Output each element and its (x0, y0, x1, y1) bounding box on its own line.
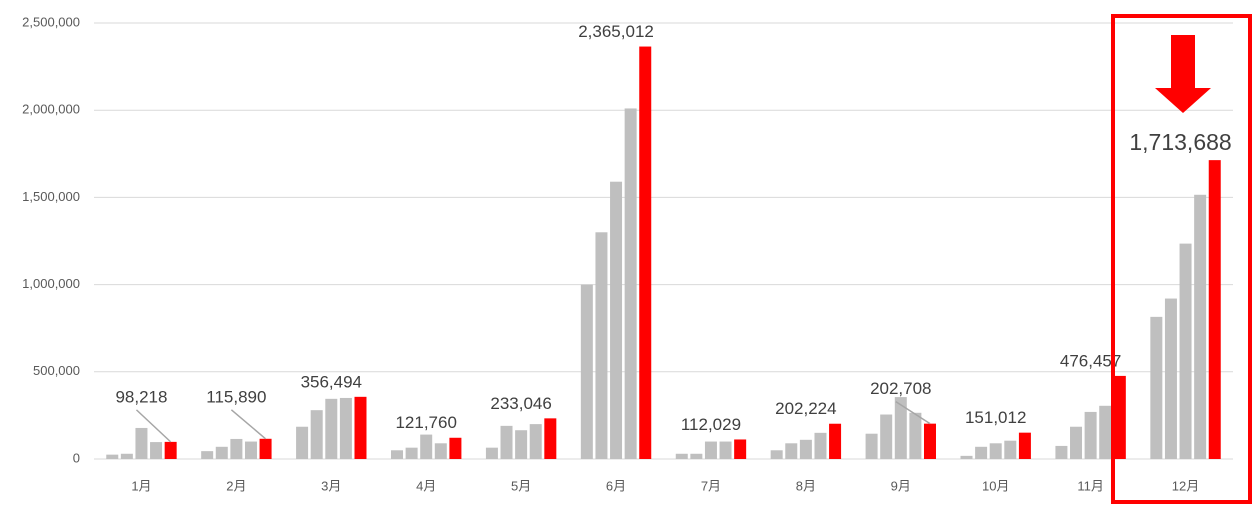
x-tick-label: 4月 (416, 478, 436, 493)
bar (1004, 440, 1017, 459)
bar (624, 108, 637, 460)
bar (1179, 243, 1192, 459)
bar (230, 438, 243, 459)
y-tick-label: 2,500,000 (22, 14, 80, 29)
data-label: 356,494 (301, 372, 362, 391)
bar (1018, 432, 1031, 459)
bar (894, 397, 907, 459)
bar (515, 430, 528, 459)
bar (1084, 411, 1097, 459)
data-label: 98,218 (115, 387, 167, 406)
data-label: 202,708 (870, 379, 931, 398)
bar (610, 181, 623, 460)
bar (770, 450, 783, 459)
x-tick-label: 11月 (1077, 478, 1104, 493)
bar (150, 442, 163, 459)
y-tick-label: 500,000 (33, 363, 80, 378)
x-tick-label: 6月 (606, 478, 626, 493)
bar (201, 451, 214, 459)
bar (580, 284, 593, 459)
bar (500, 425, 513, 459)
bar (639, 46, 652, 460)
bar (675, 453, 688, 459)
x-tick-label: 9月 (891, 478, 911, 493)
y-tick-label: 1,500,000 (22, 189, 80, 204)
arrow-head (1155, 88, 1211, 113)
bar (1099, 405, 1112, 459)
bar (1150, 316, 1163, 459)
arrow-shaft (1171, 35, 1195, 89)
x-tick-label: 1月 (131, 478, 151, 493)
bar (296, 426, 309, 459)
bar (923, 423, 936, 459)
leader-line (135, 409, 172, 443)
data-label: 1,713,688 (1129, 129, 1231, 155)
bar (354, 396, 367, 459)
bar (595, 232, 608, 459)
bar (259, 438, 272, 459)
bar (975, 446, 988, 459)
data-label: 2,365,012 (578, 22, 654, 41)
bar (434, 443, 447, 459)
bar (391, 450, 404, 459)
bar (909, 412, 922, 459)
data-label: 202,224 (775, 399, 836, 418)
bar (405, 447, 418, 459)
bar (339, 397, 352, 459)
bar (449, 437, 462, 459)
bar (485, 447, 498, 459)
bar (704, 441, 717, 459)
data-label: 112,029 (681, 415, 741, 434)
y-tick-label: 2,000,000 (22, 102, 80, 117)
bar (1070, 426, 1083, 459)
bar (544, 418, 557, 459)
bar (164, 441, 177, 459)
bar (420, 434, 433, 459)
bar (310, 410, 323, 459)
y-tick-label: 0 (73, 450, 80, 465)
bar (799, 439, 812, 459)
bar (106, 454, 119, 459)
x-tick-label: 3月 (321, 478, 341, 493)
x-tick-label: 8月 (796, 478, 816, 493)
bar (135, 427, 148, 459)
x-tick-label: 7月 (701, 478, 721, 493)
bar (785, 443, 798, 459)
bar (989, 443, 1002, 459)
data-label: 121,760 (395, 413, 456, 432)
bar (734, 439, 747, 459)
bar (814, 432, 827, 459)
highlight-box (1111, 14, 1252, 504)
bar (1055, 445, 1068, 459)
data-label: 476,457 (1060, 351, 1121, 370)
bar (1164, 298, 1177, 459)
bar (1194, 194, 1207, 459)
data-label: 233,046 (490, 394, 551, 413)
bar (325, 398, 338, 459)
y-tick-label: 1,000,000 (22, 276, 80, 291)
leader-line (230, 409, 267, 440)
x-tick-label: 5月 (511, 478, 531, 493)
bar (829, 423, 842, 459)
bar (215, 446, 228, 459)
bar (690, 453, 703, 459)
bar (244, 441, 257, 459)
bar (865, 433, 878, 459)
bar (960, 455, 973, 459)
bar (719, 441, 732, 459)
bar (1113, 375, 1126, 459)
x-tick-label: 10月 (982, 478, 1009, 493)
leader-line (895, 401, 931, 425)
data-label: 151,012 (965, 408, 1026, 427)
x-tick-label: 2月 (226, 478, 246, 493)
bar (120, 453, 133, 459)
bar (880, 414, 893, 459)
x-tick-label: 12月 (1172, 478, 1199, 493)
bar (529, 424, 542, 459)
bar (1208, 160, 1221, 459)
data-label: 115,890 (206, 387, 266, 406)
